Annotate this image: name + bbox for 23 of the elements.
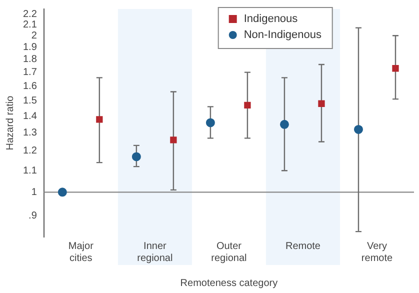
- y-tick-label: 1.8: [22, 54, 38, 66]
- x-axis-title: Remoteness category: [180, 278, 278, 289]
- y-tick-label: 1.9: [22, 42, 38, 53]
- y-tick-label: 2.1: [22, 19, 38, 30]
- y-tick-label: .9: [28, 210, 38, 222]
- y-tick-label: 1.3: [22, 128, 38, 139]
- y-tick-label: 1: [31, 186, 38, 198]
- y-tick-label: 1.7: [22, 67, 38, 78]
- y-tick-label: 1.6: [22, 80, 38, 92]
- y-tick-label: 1.2: [22, 146, 38, 157]
- y-tick-label: 1.1: [22, 165, 38, 176]
- y-tick-label: 2.2: [22, 8, 38, 20]
- x-tick-label: Very remote: [361, 240, 393, 264]
- y-tick-label: 1.4: [22, 110, 38, 122]
- legend-label: Non-Indigenous: [244, 29, 322, 42]
- x-tick-label: Major cities: [68, 240, 94, 264]
- x-tick-label: Outer regional: [211, 240, 247, 264]
- legend-label: Indigenous: [244, 13, 298, 26]
- y-tick-label: 1.5: [22, 95, 38, 106]
- y-tick-label: 2: [31, 30, 38, 42]
- x-tick-label: Inner regional: [137, 240, 173, 264]
- y-axis-title: Hazard ratio: [4, 95, 16, 150]
- x-tick-label: Remote: [285, 240, 321, 252]
